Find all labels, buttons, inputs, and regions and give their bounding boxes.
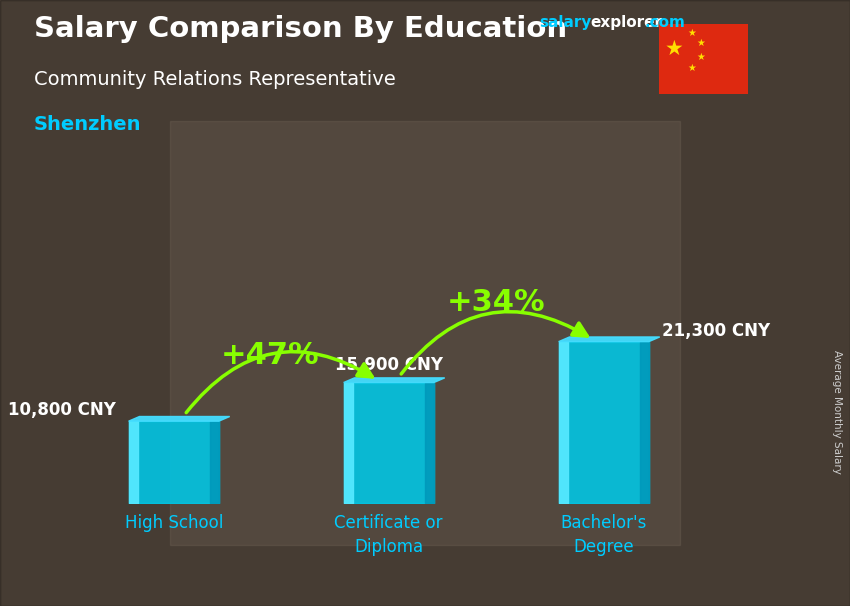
Text: 10,800 CNY: 10,800 CNY — [8, 401, 116, 419]
Text: ★: ★ — [687, 28, 696, 38]
FancyArrowPatch shape — [186, 351, 372, 413]
Text: explorer: explorer — [591, 15, 663, 30]
Text: ★: ★ — [687, 63, 696, 73]
Text: ★: ★ — [696, 52, 705, 62]
Text: salary: salary — [540, 15, 592, 30]
Text: ★: ★ — [696, 38, 705, 48]
Text: .com: .com — [644, 15, 685, 30]
Bar — [170, 121, 680, 545]
Text: 21,300 CNY: 21,300 CNY — [662, 322, 770, 339]
Text: Community Relations Representative: Community Relations Representative — [34, 70, 396, 88]
Polygon shape — [128, 416, 230, 421]
Text: 15,900 CNY: 15,900 CNY — [335, 356, 443, 374]
Text: Salary Comparison By Education: Salary Comparison By Education — [34, 15, 567, 43]
Text: +47%: +47% — [221, 341, 320, 370]
Text: Shenzhen: Shenzhen — [34, 115, 141, 134]
Polygon shape — [558, 337, 660, 342]
Text: ★: ★ — [664, 39, 683, 59]
Text: +34%: +34% — [447, 288, 546, 317]
FancyArrowPatch shape — [401, 311, 587, 374]
Polygon shape — [343, 378, 445, 382]
Text: Average Monthly Salary: Average Monthly Salary — [832, 350, 842, 474]
